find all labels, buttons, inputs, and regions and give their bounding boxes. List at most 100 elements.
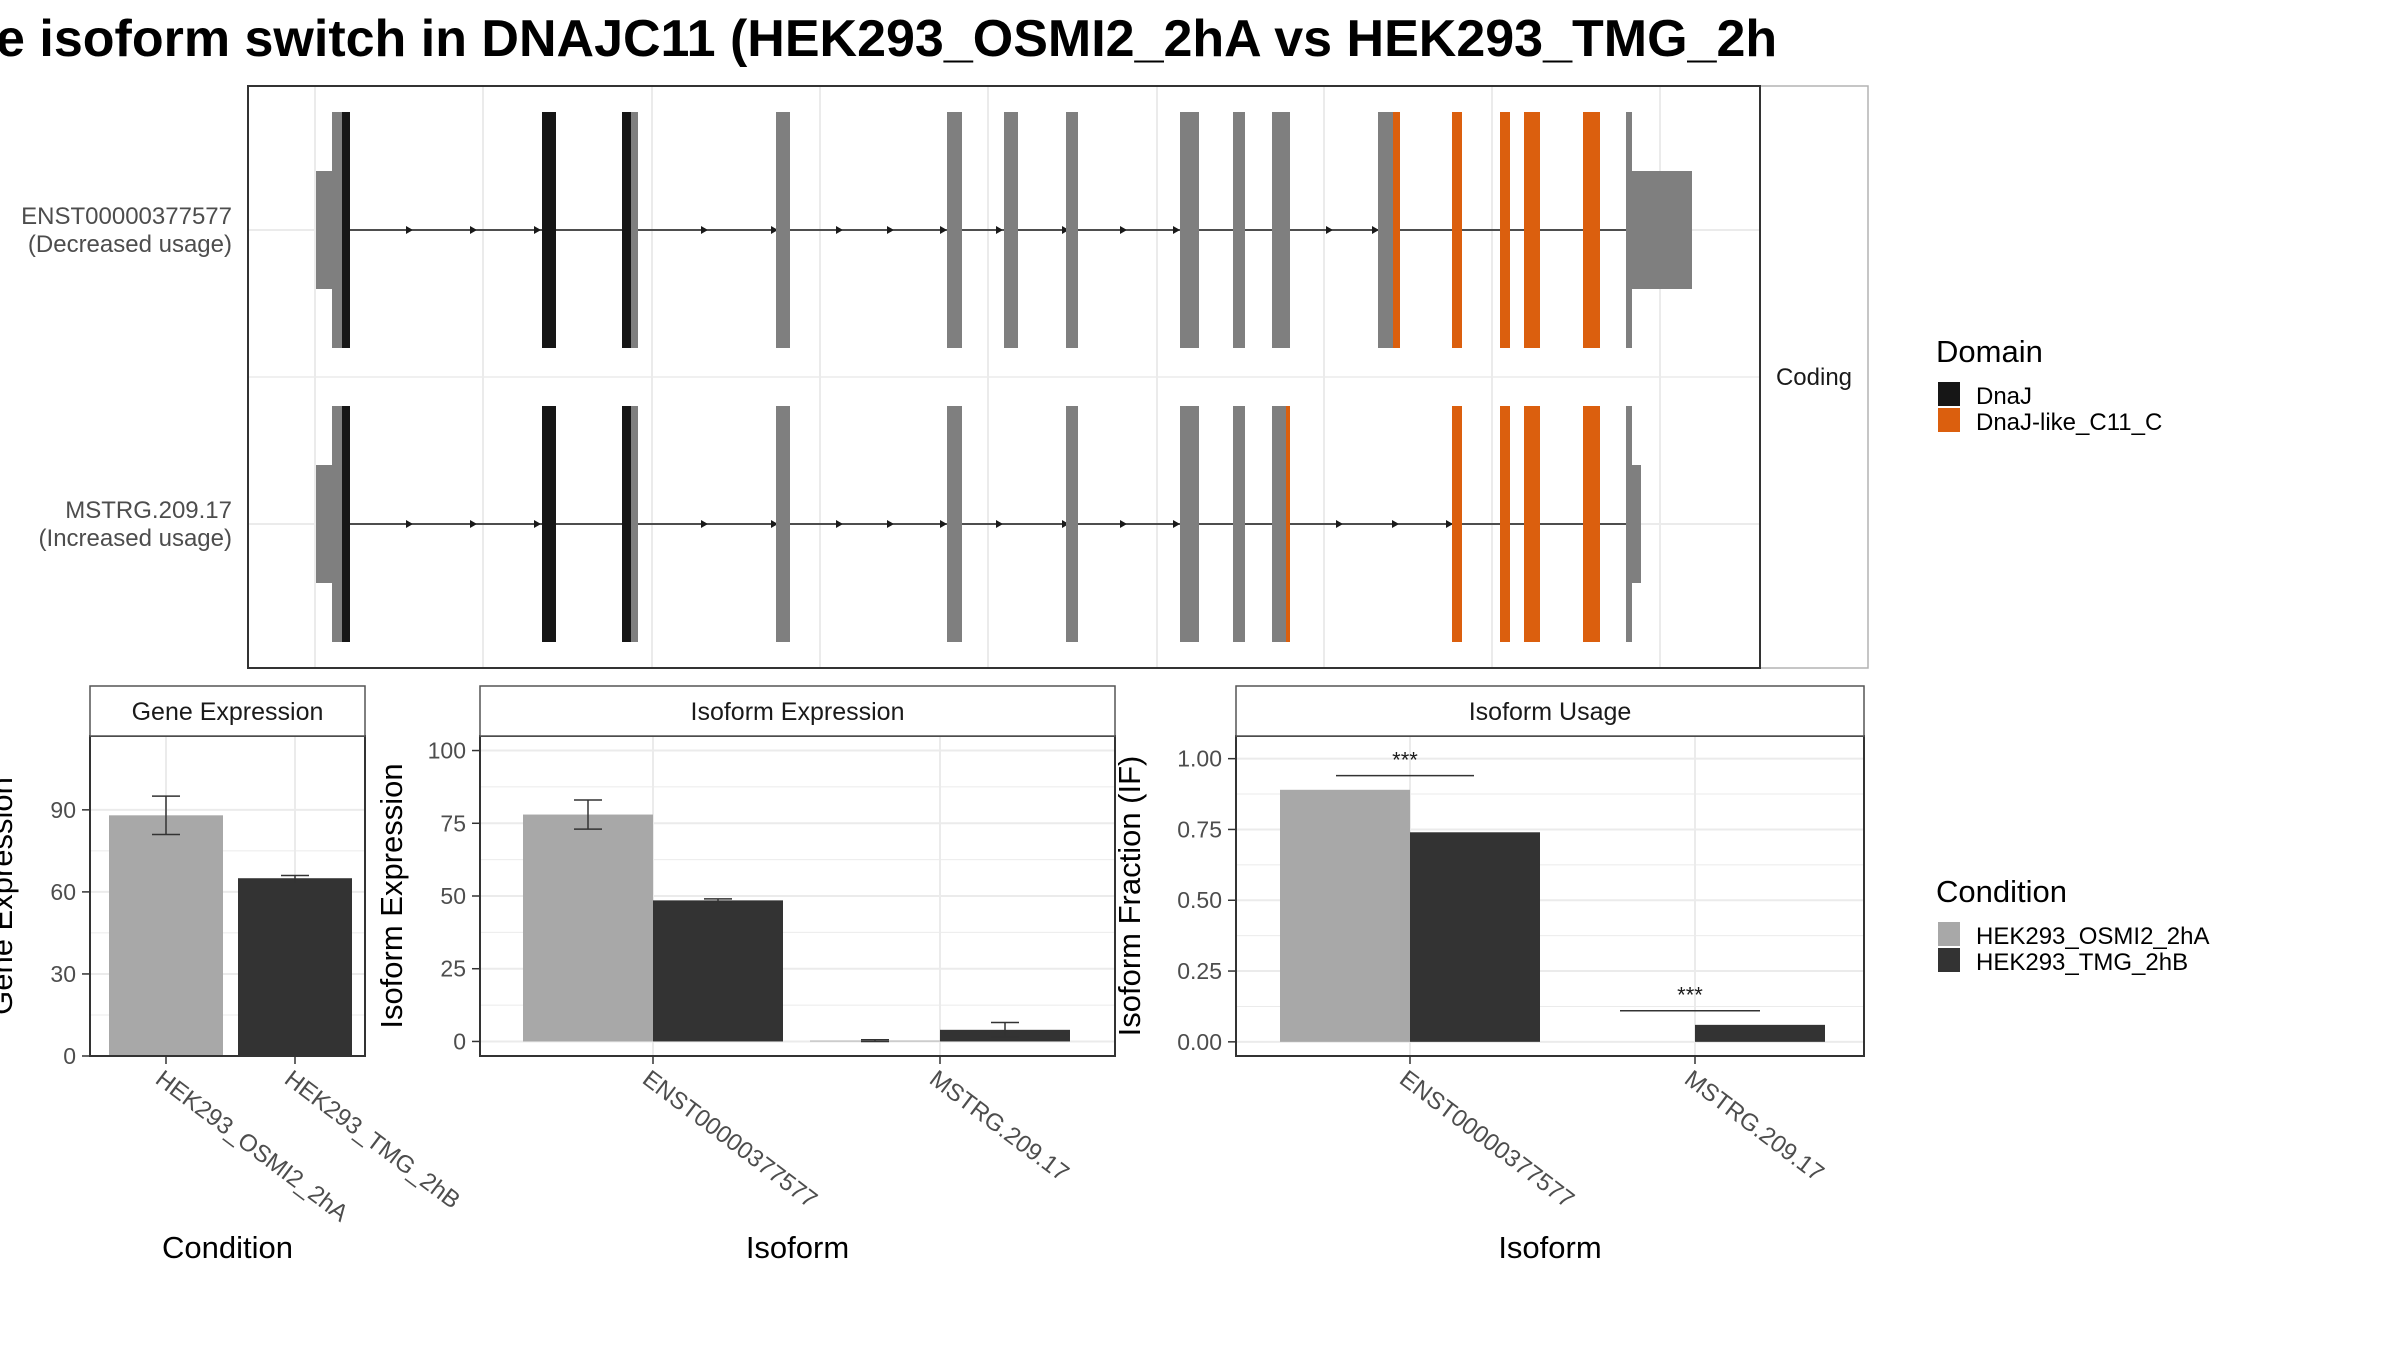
- exon-block: [1066, 406, 1078, 642]
- legend-label: DnaJ: [1976, 383, 2032, 410]
- domain-block: [1524, 112, 1540, 348]
- y-tick-label: 25: [440, 956, 466, 982]
- y-tick-label: 100: [428, 738, 466, 764]
- utr-block: [316, 171, 332, 289]
- bar: [1280, 789, 1410, 1042]
- strand-arrow: [701, 226, 708, 234]
- isoform-row-label: MSTRG.209.17: [65, 497, 232, 524]
- y-tick-label: 0: [453, 1028, 466, 1054]
- strand-arrow: [1173, 226, 1180, 234]
- bar-panels: Gene Expression0306090HEK293_OSMI2_2hAHE…: [0, 685, 1865, 1265]
- y-tick-label: 0.75: [1177, 816, 1222, 842]
- exon-block: [631, 112, 638, 348]
- panel-strip: [1235, 685, 1865, 737]
- strand-arrow: [1062, 226, 1069, 234]
- bar: [653, 900, 783, 1042]
- strand-arrow: [1446, 520, 1453, 528]
- exon-block: [1378, 112, 1393, 348]
- domain-block: [1524, 406, 1540, 642]
- domain-block: [342, 406, 350, 642]
- x-tick-label: ENST00000377577: [1394, 1065, 1579, 1213]
- y-axis-title: Isoform Fraction (IF): [1112, 756, 1147, 1037]
- facet-strip-label: Coding: [1776, 364, 1852, 391]
- isoform-row-sublabel: (Increased usage): [39, 525, 232, 552]
- panel-strip: [89, 685, 366, 737]
- x-axis-title: Isoform: [1498, 1230, 1601, 1265]
- exon-block: [1272, 112, 1286, 348]
- gene-structure-panel: Coding ENST00000377577(Decreased usage) MS…: [21, 85, 1869, 669]
- strand-arrow: [1392, 520, 1399, 528]
- domain-block: [1500, 406, 1510, 642]
- bar: [1695, 1024, 1825, 1042]
- panel-title: Isoform Expression: [691, 698, 905, 726]
- y-tick-label: 30: [50, 961, 76, 987]
- strand-arrow: [1372, 226, 1379, 234]
- strand-arrow: [406, 226, 413, 234]
- strand-arrow: [470, 520, 477, 528]
- y-tick-label: 90: [50, 797, 76, 823]
- x-axis-title: Condition: [162, 1230, 293, 1265]
- strand-arrow: [771, 520, 778, 528]
- y-tick-label: 60: [50, 879, 76, 905]
- exon-block: [1180, 406, 1199, 642]
- legend-title-domain: Domain: [1936, 334, 2043, 369]
- bar-panel: Isoform Expression 0 25 50 75 100 ENST00000377…: [374, 685, 1116, 1265]
- domain-block: [1500, 112, 1510, 348]
- y-tick-label: 75: [440, 810, 466, 836]
- panel-title: Gene Expression: [132, 698, 324, 726]
- y-axis-title: Isoform Expression: [374, 763, 409, 1028]
- utr-block: [316, 465, 332, 583]
- legend-swatch: [1938, 922, 1960, 946]
- legend-swatch: [1938, 382, 1960, 406]
- strand-arrow: [470, 226, 477, 234]
- facet-strip: [1759, 85, 1869, 669]
- exon-block: [776, 112, 790, 348]
- exon-block: [631, 406, 638, 642]
- exon-block: [1626, 406, 1632, 642]
- isoform-track: [316, 112, 1692, 348]
- bar: [109, 815, 223, 1056]
- strand-arrow: [836, 520, 843, 528]
- exon-block: [1286, 112, 1290, 348]
- strand-arrow: [1173, 520, 1180, 528]
- exon-block: [1233, 112, 1245, 348]
- isoform-row-sublabel: (Decreased usage): [28, 231, 232, 258]
- domain-block: [1393, 112, 1400, 348]
- x-tick-label: MSTRG.209.17: [1679, 1065, 1828, 1187]
- strand-arrow: [940, 520, 947, 528]
- exon-block: [1004, 112, 1018, 348]
- strand-arrow: [940, 226, 947, 234]
- legend-swatch: [1938, 948, 1960, 972]
- utr-block: [1632, 465, 1641, 583]
- y-tick-label: 0: [63, 1043, 76, 1069]
- exon-block: [1233, 406, 1245, 642]
- x-tick-label: MSTRG.209.17: [924, 1065, 1073, 1187]
- utr-block: [1632, 171, 1692, 289]
- significance-label: ***: [1677, 983, 1703, 1008]
- strand-arrow: [1120, 226, 1127, 234]
- exon-block: [1272, 406, 1286, 642]
- legend-swatch: [1938, 408, 1960, 432]
- strand-arrow: [887, 520, 894, 528]
- bar: [1410, 832, 1540, 1042]
- x-tick-label: ENST00000377577: [637, 1065, 822, 1213]
- strand-arrow: [534, 520, 541, 528]
- strand-arrow: [996, 226, 1003, 234]
- strand-arrow: [771, 226, 778, 234]
- y-axis-title: Gene Expression: [0, 777, 19, 1015]
- strand-arrow: [1336, 520, 1343, 528]
- structure-panel-border: [247, 85, 1761, 669]
- bar: [238, 878, 352, 1056]
- panel-strip: [479, 685, 1116, 737]
- exon-block: [947, 406, 962, 642]
- y-tick-label: 0.25: [1177, 958, 1222, 984]
- exon-block: [1626, 112, 1632, 348]
- exon-block: [1180, 112, 1199, 348]
- exon-block: [776, 406, 790, 642]
- domain-block: [542, 406, 556, 642]
- strand-arrow: [836, 226, 843, 234]
- bar-panel: Gene Expression0306090HEK293_OSMI2_2hAHE…: [0, 685, 465, 1265]
- y-tick-label: 50: [440, 883, 466, 909]
